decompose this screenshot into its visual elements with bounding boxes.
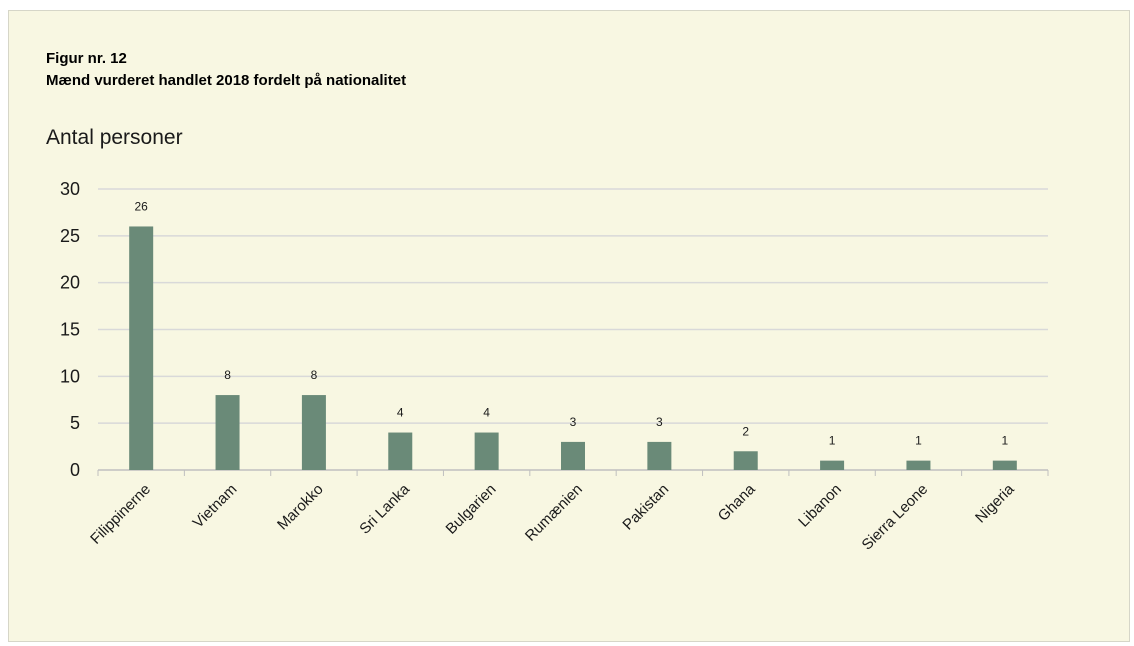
x-category-label: Vietnam [190, 481, 241, 532]
bar-nigeria [992, 460, 1017, 470]
y-tick-label: 5 [70, 413, 80, 433]
bar-marokko [301, 395, 326, 470]
x-category-label: Sri Lanka [356, 480, 413, 537]
data-label: 8 [224, 368, 231, 382]
data-label: 3 [570, 415, 577, 429]
bar-pakistan [647, 441, 672, 470]
bar-sierra-leone [906, 460, 931, 470]
y-tick-label: 10 [60, 366, 80, 386]
bar-sri-lanka [388, 432, 413, 470]
data-label: 1 [915, 434, 922, 448]
bar-vietnam [215, 395, 240, 470]
y-tick-label: 15 [60, 320, 80, 340]
x-category-label: Ghana [715, 480, 759, 524]
figure-number: Figur nr. 12 [46, 50, 127, 67]
x-category-label: Bulgarien [443, 481, 500, 538]
x-category-label: Nigeria [972, 480, 1018, 526]
data-label: 4 [483, 406, 490, 420]
bar-filippinerne [129, 226, 154, 470]
bar-bulgarien [474, 432, 499, 470]
y-tick-label: 30 [60, 179, 80, 199]
y-tick-label: 0 [70, 460, 80, 480]
data-label: 2 [742, 424, 749, 438]
data-label: 1 [829, 434, 836, 448]
x-category-label: Sierra Leone [859, 481, 932, 554]
data-label: 26 [135, 199, 149, 213]
x-category-label: Libanon [795, 481, 845, 531]
x-category-label: Filippinerne [87, 481, 154, 548]
x-category-label: Pakistan [619, 481, 672, 534]
data-label: 8 [311, 368, 318, 382]
chart-panel [8, 10, 1130, 642]
y-axis-unit-label: Antal personer [46, 126, 183, 149]
data-label: 1 [1001, 434, 1008, 448]
x-category-label: Rumænien [522, 481, 586, 545]
data-label: 4 [397, 406, 404, 420]
bar-rumænien [561, 441, 585, 470]
chart-title: Mænd vurderet handlet 2018 fordelt på na… [46, 72, 407, 89]
bar-ghana [733, 451, 758, 470]
x-category-label: Marokko [274, 481, 327, 534]
data-label: 3 [656, 415, 663, 429]
y-tick-label: 20 [60, 273, 80, 293]
bar-libanon [820, 460, 845, 470]
y-tick-label: 25 [60, 226, 80, 246]
